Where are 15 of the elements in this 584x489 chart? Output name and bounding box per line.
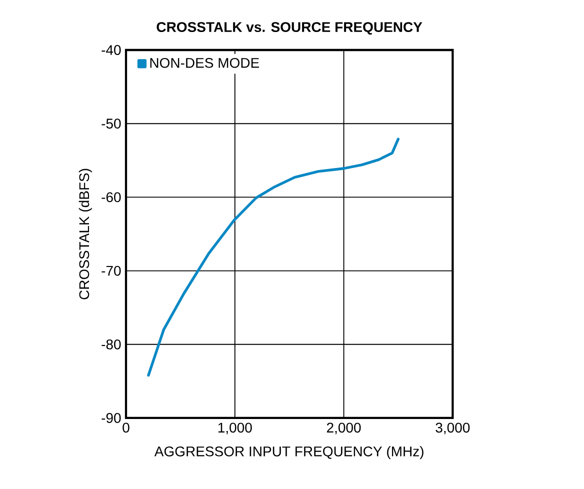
y-tick-label: -80 — [102, 340, 121, 350]
y-tick-label: -60 — [102, 192, 121, 202]
x-tick-label: 3,000 — [436, 422, 470, 434]
y-tick-label: -70 — [102, 266, 121, 276]
x-tick-label: 2,000 — [326, 422, 361, 434]
y-tick-label: -90 — [102, 413, 121, 424]
y-tick-label: -40 — [102, 45, 121, 56]
x-tick-label: 0 — [122, 422, 130, 433]
y-tick-label: -50 — [102, 118, 121, 129]
x-axis-title: AGGRESSOR INPUT FREQUENCY (MHz) — [154, 446, 424, 460]
legend-label: NON-DES MODE — [150, 58, 259, 68]
line-series — [147, 138, 400, 377]
y-axis-title: CROSSTALK (dBFS) — [78, 169, 92, 300]
chart-title: CROSSTALK vs. SOURCE FREQUENCY — [156, 22, 422, 35]
x-tick-label: 1,000 — [218, 422, 252, 434]
